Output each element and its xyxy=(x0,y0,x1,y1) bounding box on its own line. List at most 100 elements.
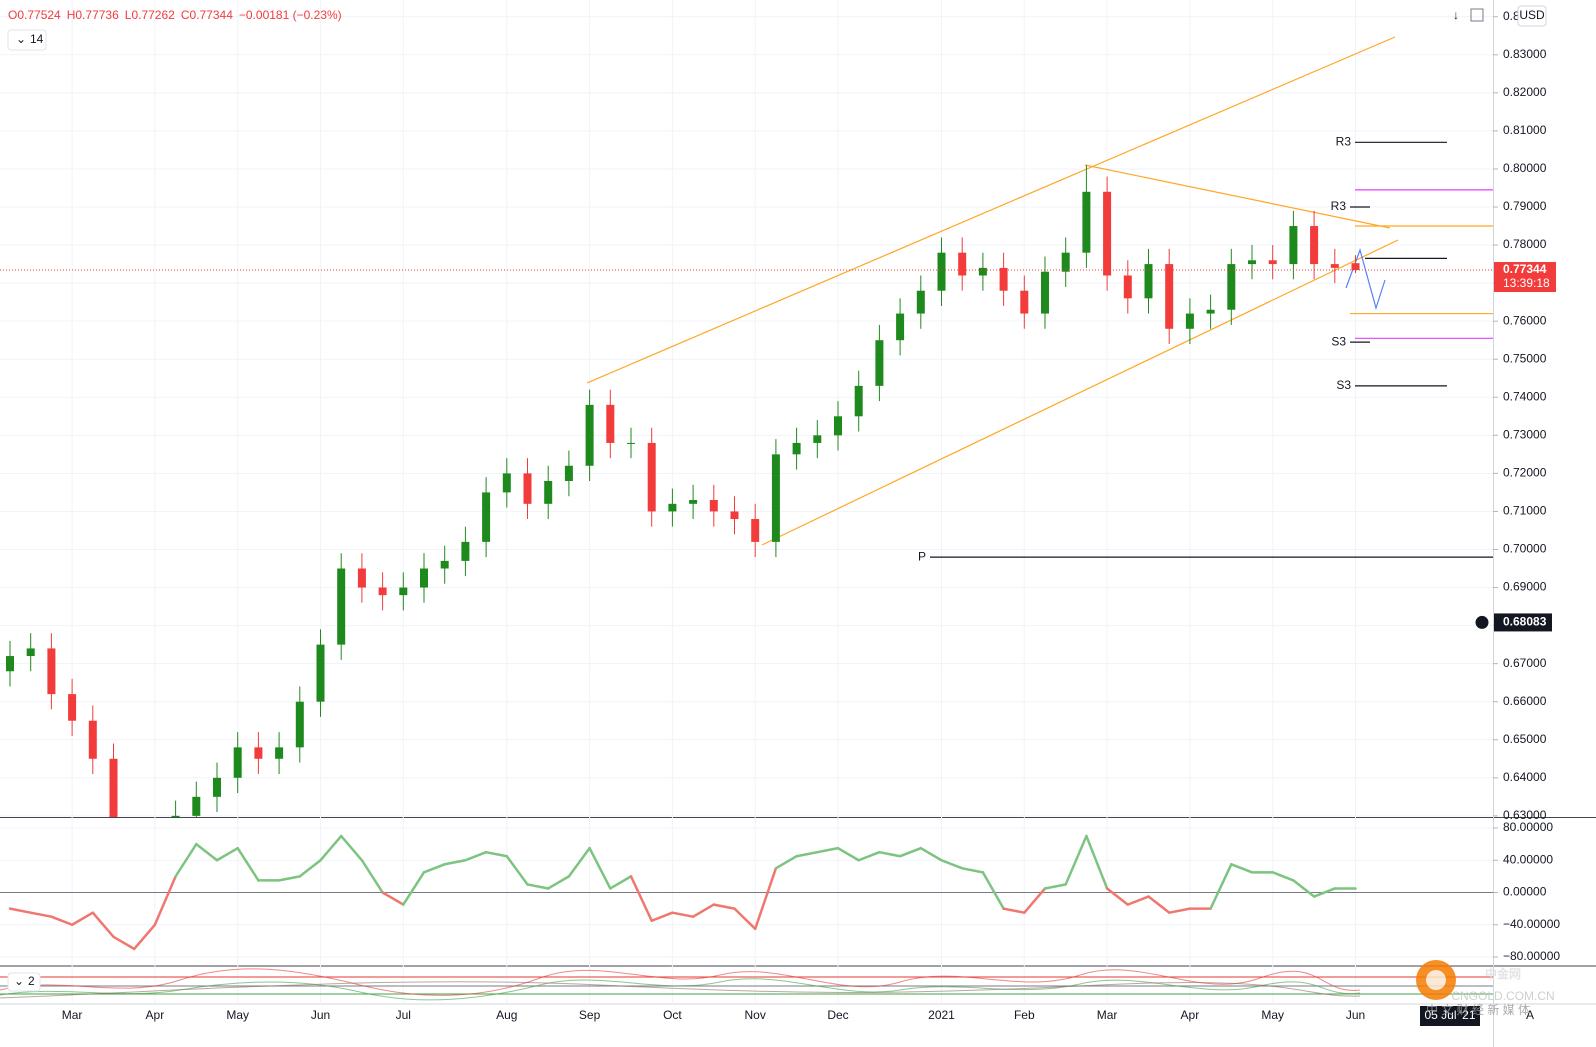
candle-body xyxy=(689,500,698,504)
y-tick-label: 40.00000 xyxy=(1503,852,1553,866)
oscillator-segment xyxy=(91,911,115,939)
length-input: 14 xyxy=(30,32,44,46)
candle-body xyxy=(978,267,987,276)
oscillator-segment xyxy=(733,907,757,931)
ohlc-value: H0.77736 xyxy=(67,8,119,22)
oscillator-segment xyxy=(1167,907,1192,914)
oscillator-segment xyxy=(650,911,674,922)
candle-body xyxy=(999,267,1008,291)
trendline xyxy=(586,36,1396,384)
candle-body xyxy=(854,385,863,417)
candle-body xyxy=(316,644,325,702)
oscillator-segment xyxy=(319,834,343,862)
candle-body xyxy=(440,560,449,569)
oscillator-segment xyxy=(940,859,964,870)
candle-body xyxy=(1351,263,1360,271)
oscillator-segment xyxy=(795,850,819,858)
oscillator-segment xyxy=(1312,887,1337,898)
watermark-logo xyxy=(1426,970,1446,990)
y-tick-label: 0.00000 xyxy=(1503,885,1547,899)
oscillator-segment xyxy=(339,834,364,862)
collapse-icon: ⌄ xyxy=(16,32,26,46)
candle-body xyxy=(68,694,77,721)
candle-body xyxy=(1144,264,1153,299)
oscillator-segment xyxy=(898,846,923,858)
input-box[interactable] xyxy=(7,972,41,992)
watermark-text: 中金网 xyxy=(1485,966,1521,981)
date-box xyxy=(1420,1006,1480,1026)
y-tick-label: 0.73000 xyxy=(1503,427,1547,441)
y-tick-label: 0.71000 xyxy=(1503,504,1547,518)
scale-button[interactable]: ↓ xyxy=(1453,8,1459,22)
candle-body xyxy=(47,648,56,695)
x-tick-label: 2021 xyxy=(928,1008,955,1022)
candle-body xyxy=(482,492,491,542)
candle-body xyxy=(668,503,677,512)
indicator-line xyxy=(0,978,1361,1001)
candle-body xyxy=(1289,226,1298,265)
input-box[interactable] xyxy=(7,29,47,51)
oscillator-segment xyxy=(70,911,95,927)
x-tick-label: Aug xyxy=(496,1008,517,1022)
oscillator-segment xyxy=(526,883,550,890)
main-pane: R3 R3 S3 S3 P xyxy=(0,36,1493,817)
oscillator-segment xyxy=(981,871,1005,910)
y-tick-label: 0.83000 xyxy=(1503,47,1547,61)
x-tick-label: Nov xyxy=(745,1008,766,1022)
pivot-label: P xyxy=(918,549,926,563)
candle-body xyxy=(1041,271,1049,314)
candle-body xyxy=(958,252,967,276)
oscillator-segment xyxy=(691,903,716,918)
candle-body xyxy=(1248,260,1256,265)
y-tick-label: 0.78000 xyxy=(1503,237,1547,251)
last-price-label: 0.77344 xyxy=(1503,262,1547,276)
oscillator-segment xyxy=(1064,834,1088,886)
y-tick-label: 0.76000 xyxy=(1503,313,1547,327)
y-tick-label: −40.00000 xyxy=(1503,917,1560,931)
currency-box[interactable] xyxy=(1517,5,1547,27)
oscillator-segment xyxy=(1209,863,1233,910)
x-tick-label: Jun xyxy=(1346,1008,1365,1022)
oscillator-segment xyxy=(360,859,384,894)
oscillator-segment xyxy=(50,915,74,927)
candle-body xyxy=(192,796,201,816)
oscillator-segment xyxy=(1271,871,1295,882)
oscillator-segment xyxy=(29,911,53,918)
y-tick-label: 0.79000 xyxy=(1503,199,1547,213)
x-tick-label: May xyxy=(226,1008,249,1022)
candle-body xyxy=(26,648,35,657)
y-tick-label: 0.67000 xyxy=(1503,656,1547,670)
x-tick-label: Feb xyxy=(1014,1008,1035,1022)
fullscreen-button[interactable] xyxy=(1470,8,1484,22)
oscillator-segment xyxy=(609,875,633,890)
oscillator-segment xyxy=(712,903,736,910)
candle-body xyxy=(564,465,573,481)
y-tick-label: 0.69000 xyxy=(1503,580,1547,594)
second-input: 2 xyxy=(28,974,35,988)
candle-body xyxy=(1330,264,1339,268)
candle-body xyxy=(275,747,284,759)
x-tick-label: Sep xyxy=(579,1008,601,1022)
oscillator-segment xyxy=(836,846,860,862)
ohlc-value: C0.77344 xyxy=(181,8,233,22)
pivot-label: R3 xyxy=(1336,134,1352,148)
candle-body xyxy=(1020,290,1029,314)
oscillator-segment xyxy=(1105,887,1130,906)
grid xyxy=(0,0,1493,1004)
candle-body xyxy=(1310,226,1319,265)
y-tick-label: 0.80000 xyxy=(1503,161,1547,175)
oscillator-segment xyxy=(422,863,446,874)
last-price-box xyxy=(1494,262,1556,293)
candle-body xyxy=(585,404,594,466)
candle-body xyxy=(896,313,905,341)
oscillator-segment xyxy=(153,875,177,927)
candle-body xyxy=(1185,313,1194,329)
candle-body xyxy=(606,404,615,443)
x-tick-label: Jul xyxy=(396,1008,411,1022)
candle-body xyxy=(1227,264,1236,310)
axes: 0.63000 0.64000 0.65000 0.66000 0.67000 0.680… xyxy=(62,9,1561,1022)
indicator-line xyxy=(0,968,1361,996)
oscillator-segment xyxy=(215,846,239,862)
oscillator-segment xyxy=(174,842,198,878)
